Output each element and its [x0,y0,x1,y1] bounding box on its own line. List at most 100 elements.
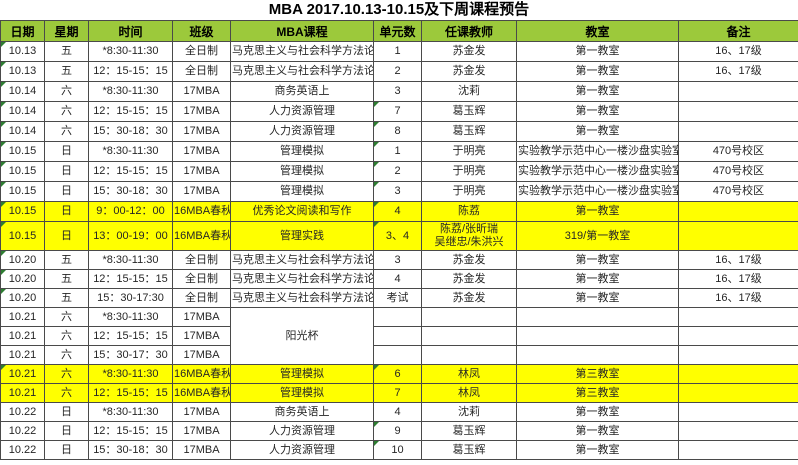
cell-time: *8:30-11:30 [88,81,173,102]
cell-time: *8:30-11:30 [88,41,173,62]
cell-time: 15：30-18：30 [88,440,173,460]
cell-units: 1 [373,41,422,62]
cell-units: 2 [373,161,422,182]
cell-time: *8:30-11:30 [88,402,173,422]
cell-teacher: 葛玉辉 [421,421,517,441]
cell-time: 9：00-12：00 [88,201,173,222]
column-header: 教室 [516,20,679,42]
table-row: 10.20 五 *8:30-11:30 全日制 马克思主义与社会科学方法论 3 苏金发 第一教… [0,250,798,270]
cell-teacher: 苏金发 [421,41,517,62]
cell-date: 10.22 [0,440,45,460]
cell-time: 12：15-15：15 [88,269,173,289]
cell-course: 管理模拟 [230,181,374,202]
cell-teacher: 葛玉辉 [421,121,517,142]
cell-course: 商务英语上 [230,402,374,422]
cell-class: 17MBA [172,81,231,102]
cell-teacher: 沈莉 [421,402,517,422]
cell-time: 15：30-18：30 [88,181,173,202]
table-row: 10.15 日 9：00-12：00 16MBA春秋 优秀论文阅读和写作 4 陈荔 第一教室 [0,201,798,222]
cell-course: 管理实践 [230,221,374,251]
cell-room: 第一教室 [516,288,679,308]
cell-teacher: 于明亮 [421,161,517,182]
cell-units: 10 [373,440,422,460]
cell-note [678,364,798,384]
column-header: 任课教师 [421,20,517,42]
table-row: 10.14 六 *8:30-11:30 17MBA 商务英语上 3 沈莉 第一教室 [0,81,798,102]
column-header: MBA课程 [230,20,374,42]
cell-note: 16、17级 [678,250,798,270]
cell-note: 470号校区 [678,181,798,202]
cell-note [678,201,798,222]
cell-weekday: 五 [44,288,89,308]
cell-time: 12：15-15：15 [88,383,173,403]
table-row: 10.21 六 12：15-15：15 16MBA春秋 管理模拟 7 林凤 第三教室 [0,383,798,403]
cell-date: 10.21 [0,383,45,403]
cell-room: 第一教室 [516,440,679,460]
cell-class: 16MBA春秋 [172,383,231,403]
cell-class: 全日制 [172,288,231,308]
table-row: 10.21 六 *8:30-11:30 17MBA 阳光杯 [0,307,798,365]
cell-class: 16MBA春秋 [172,221,231,251]
cell-date: 10.21 [0,364,45,384]
cell-note [678,326,798,346]
cell-note [678,121,798,142]
cell-weekday: 五 [44,41,89,62]
cell-class: 全日制 [172,250,231,270]
cell-class: 17MBA [172,402,231,422]
cell-course: 管理模拟 [230,141,374,162]
cell-weekday: 日 [44,141,89,162]
schedule-table: 日期 星期 时间 班级 MBA课程 单元数 任课教师 教室 备注 10.13 五 *8:30-11:… [0,20,798,460]
cell-class: 全日制 [172,41,231,62]
cell-note: 16、17级 [678,41,798,62]
cell-class: 17MBA [172,101,231,122]
cell-room: 第一教室 [516,41,679,62]
cell-units: 8 [373,121,422,142]
cell-teacher: 苏金发 [421,288,517,308]
table-row: 10.22 日 15：30-18：30 17MBA 人力资源管理 10 葛玉辉 第一教室 [0,440,798,460]
cell-class: 17MBA [172,181,231,202]
cell-weekday: 五 [44,250,89,270]
cell-time: 12：15-15：15 [88,161,173,182]
cell-date: 10.21 [0,326,45,346]
cell-course: 阳光杯 [230,307,374,365]
cell-date: 10.20 [0,250,45,270]
cell-units: 7 [373,101,422,122]
column-header: 班级 [172,20,231,42]
cell-weekday: 日 [44,181,89,202]
cell-units: 4 [373,201,422,222]
header-row: 日期 星期 时间 班级 MBA课程 单元数 任课教师 教室 备注 [0,20,798,42]
table-row: 10.15 日 13：00-19：00 16MBA春秋 管理实践 3、4 陈荔/张昕瑞 吴继… [0,221,798,251]
cell-units [373,326,422,346]
cell-weekday: 五 [44,61,89,82]
cell-date: 10.20 [0,288,45,308]
cell-teacher: 于明亮 [421,141,517,162]
cell-room: 实验教学示范中心一楼沙盘实验室 [516,141,679,162]
cell-course: 人力资源管理 [230,421,374,441]
cell-teacher: 葛玉辉 [421,101,517,122]
cell-room: 第一教室 [516,61,679,82]
cell-date: 10.22 [0,402,45,422]
cell-date: 10.15 [0,181,45,202]
cell-weekday: 六 [44,345,89,365]
cell-room: 319/第一教室 [516,221,679,251]
cell-units: 4 [373,402,422,422]
cell-weekday: 六 [44,307,89,327]
cell-teacher: 林凤 [421,364,517,384]
cell-class: 16MBA春秋 [172,364,231,384]
cell-note [678,402,798,422]
cell-note [678,383,798,403]
cell-time: 15：30-18：30 [88,121,173,142]
cell-class: 17MBA [172,121,231,142]
cell-note [678,421,798,441]
cell-class: 16MBA春秋 [172,201,231,222]
cell-time: 13：00-19：00 [88,221,173,251]
cell-units: 2 [373,61,422,82]
table-row: 10.14 六 12：15-15：15 17MBA 人力资源管理 7 葛玉辉 第一教室 [0,101,798,122]
cell-units: 9 [373,421,422,441]
cell-date: 10.21 [0,345,45,365]
cell-class: 17MBA [172,307,231,327]
table-row: 10.21 六 *8:30-11:30 16MBA春秋 管理模拟 6 林凤 第三教室 [0,364,798,384]
cell-room: 第一教室 [516,421,679,441]
cell-course: 马克思主义与社会科学方法论 [230,269,374,289]
cell-teacher: 陈荔/张昕瑞 吴继忠/朱洪兴 [421,221,517,251]
